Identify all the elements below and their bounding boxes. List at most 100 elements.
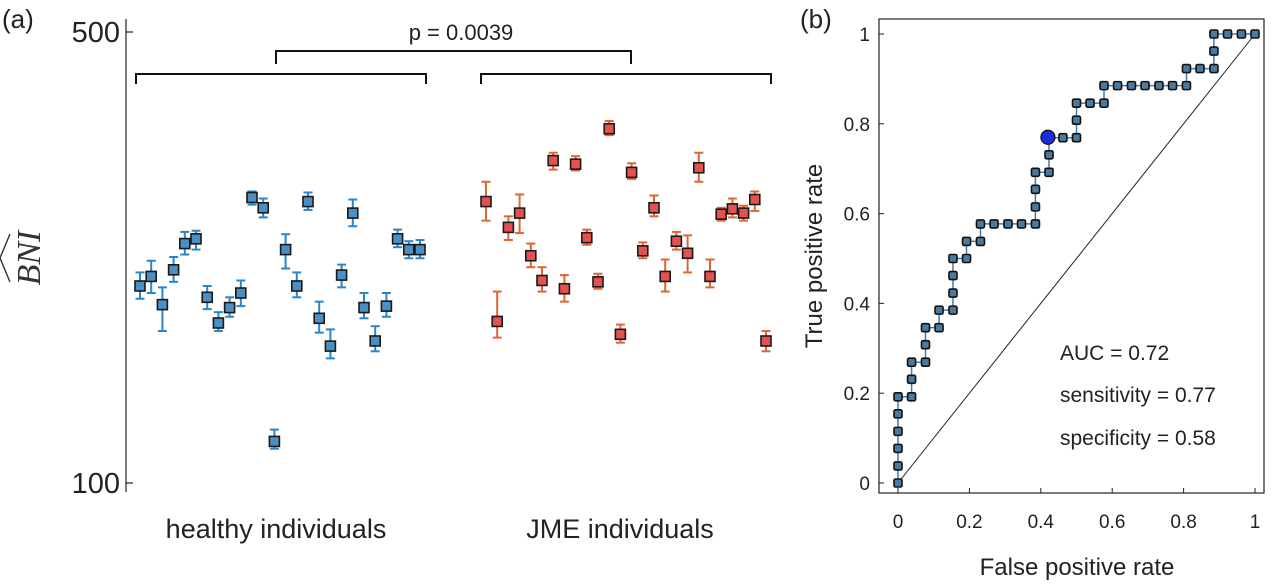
jme-point (726, 197, 739, 219)
roc-point (1071, 115, 1082, 126)
healthy-point (268, 428, 281, 450)
healthy-point (223, 296, 236, 318)
operating-point (1040, 129, 1056, 145)
roc-point (948, 305, 958, 315)
jme-marker (681, 247, 694, 260)
roc-point (1099, 98, 1109, 108)
jme-point (502, 215, 515, 242)
roc-point (893, 409, 903, 419)
roc-point (1071, 98, 1082, 108)
roc-point (1222, 29, 1233, 39)
jme-marker (569, 158, 582, 170)
healthy-marker (402, 243, 415, 256)
healthy-point (290, 271, 303, 299)
healthy-marker (235, 287, 247, 299)
y-tick-label: 0.4 (844, 294, 871, 315)
roc-point (1030, 184, 1041, 195)
jme-marker (648, 201, 660, 214)
healthy-marker (346, 207, 359, 219)
healthy-marker (313, 312, 326, 325)
healthy-marker (380, 300, 393, 312)
jme-marker (748, 193, 761, 206)
jme-point (569, 155, 582, 172)
jme-point (748, 190, 761, 212)
jme-point (659, 258, 672, 293)
healthy-point (212, 311, 225, 333)
healthy-point (402, 240, 415, 260)
roc-point (934, 322, 944, 333)
healthy-marker (134, 280, 146, 292)
panel-b: (b) 0 0.2 0.4 0.6 0.8 1 0 0.2 0.4 0.6 0.8 1 True po… (800, 4, 1265, 581)
healthy-marker (358, 301, 370, 314)
jme-marker (536, 274, 548, 287)
jme-point (670, 230, 683, 251)
jme-marker (524, 249, 537, 262)
jme-marker (760, 335, 772, 347)
healthy-point (134, 271, 146, 300)
jme-point (524, 242, 537, 269)
healthy-point (391, 228, 404, 249)
roc-point (906, 391, 917, 402)
panel-b-y-label: True positive rate (801, 164, 828, 349)
roc-point (1195, 63, 1205, 74)
jme-point (558, 274, 571, 303)
y-tick-label: 1 (859, 25, 870, 46)
roc-point (1167, 80, 1178, 91)
chance-diagonal (897, 33, 1256, 484)
x-tick-label: 0 (893, 512, 904, 533)
jme-marker (614, 328, 627, 341)
panel-b-label: (b) (800, 4, 832, 34)
jme-marker (480, 195, 492, 208)
roc-point (1250, 29, 1260, 39)
healthy-marker (324, 340, 337, 352)
healthy-marker (190, 233, 202, 245)
healthy-marker (391, 233, 404, 245)
healthy-marker (268, 435, 281, 448)
x-tick-label: 1 (1250, 512, 1261, 533)
healthy-marker (290, 280, 303, 292)
healthy-point (369, 325, 382, 353)
healthy-point (380, 292, 393, 318)
roc-point (1181, 63, 1192, 74)
roc-point (1071, 132, 1082, 143)
healthy-point (414, 239, 426, 260)
healthy-marker (335, 269, 348, 281)
healthy-point (145, 259, 157, 295)
panel-a-y-axis-label: BNI (0, 229, 48, 285)
jme-point (737, 204, 750, 222)
jme-marker (692, 161, 705, 174)
roc-point (1140, 80, 1150, 91)
roc-point (1209, 46, 1219, 56)
jme-point (592, 272, 604, 290)
healthy-marker (414, 243, 426, 256)
roc-point (948, 288, 958, 298)
healthy-marker (302, 195, 314, 208)
healthy-point (324, 328, 337, 360)
roc-point (893, 426, 903, 437)
jme-marker (636, 245, 649, 257)
jme-marker (659, 270, 672, 283)
panel-b-axes-box (878, 18, 1265, 494)
jme-point (636, 241, 649, 260)
roc-point (975, 219, 986, 229)
y-tick-label: 100 (72, 468, 120, 500)
panel-a-label: (a) (2, 4, 34, 34)
roc-point (961, 236, 972, 247)
roc-point (1044, 149, 1054, 160)
roc-point (1030, 167, 1041, 178)
panel-b-y-label-group: True positive rate (801, 164, 828, 349)
roc-point (1003, 219, 1013, 229)
healthy-marker (279, 243, 292, 256)
roc-point (906, 374, 917, 385)
roc-point (920, 322, 931, 333)
roc-point (1112, 80, 1123, 91)
roc-point (893, 461, 903, 471)
jme-marker (737, 207, 750, 219)
jme-marker (726, 203, 739, 215)
roc-point (893, 443, 903, 454)
bracket-healthy (135, 73, 427, 84)
x-category-healthy: healthy individuals (166, 514, 387, 544)
healthy-point (335, 263, 348, 289)
jme-point (580, 228, 593, 246)
x-category-jme: JME individuals (526, 514, 714, 544)
